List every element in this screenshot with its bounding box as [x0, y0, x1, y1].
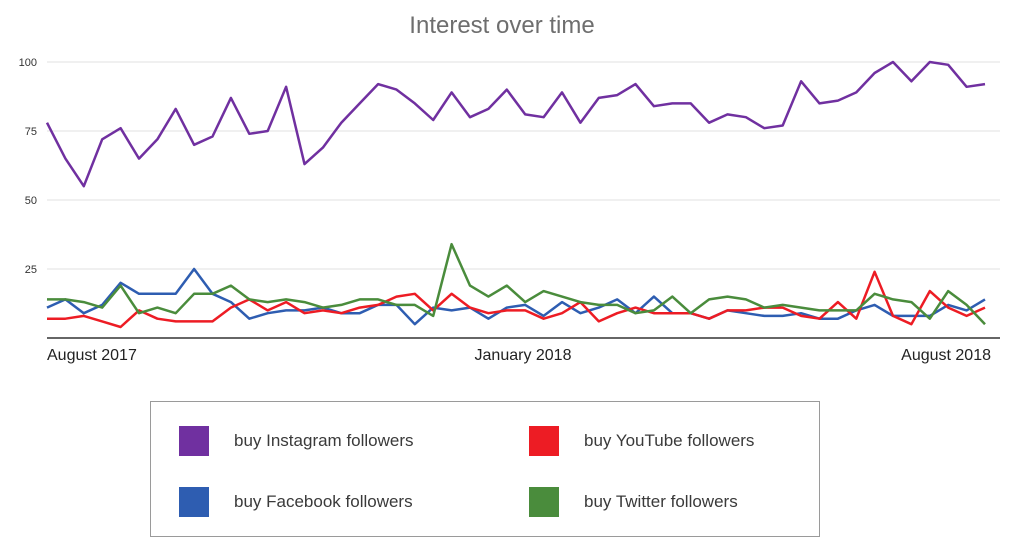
x-axis-ticks: August 2017 January 2018 August 2018	[47, 347, 991, 364]
series-lines	[45, 60, 986, 329]
legend-swatch	[179, 487, 209, 517]
legend-label: buy Twitter followers	[584, 492, 738, 511]
legend: buy Instagram followers buy YouTube follo…	[150, 401, 820, 537]
y-tick-label: 50	[25, 195, 37, 207]
legend-swatch	[529, 487, 559, 517]
legend-label: buy Instagram followers	[234, 431, 414, 450]
x-tick-label: August 2018	[901, 347, 991, 364]
legend-swatch	[529, 426, 559, 456]
chart-title: Interest over time	[409, 12, 595, 39]
series-line-buy-instagram-followers	[45, 60, 986, 188]
legend-item: buy Twitter followers	[529, 487, 738, 517]
x-tick-label: January 2018	[475, 347, 572, 364]
y-tick-label: 100	[19, 57, 37, 69]
legend-label: buy YouTube followers	[584, 431, 755, 450]
y-tick-label: 75	[25, 126, 37, 138]
legend-item: buy Facebook followers	[179, 487, 413, 517]
legend-item: buy YouTube followers	[529, 426, 754, 456]
legend-label: buy Facebook followers	[234, 492, 413, 511]
x-tick-label: August 2017	[47, 347, 137, 364]
series-line-buy-twitter-followers	[47, 242, 986, 326]
y-axis-ticks: 100 75 50 25	[19, 57, 37, 276]
series-line-buy-facebook-followers	[46, 267, 986, 326]
gridlines	[47, 61, 1000, 270]
legend-swatch	[179, 426, 209, 456]
y-tick-label: 25	[25, 264, 37, 276]
legend-item: buy Instagram followers	[179, 426, 414, 456]
